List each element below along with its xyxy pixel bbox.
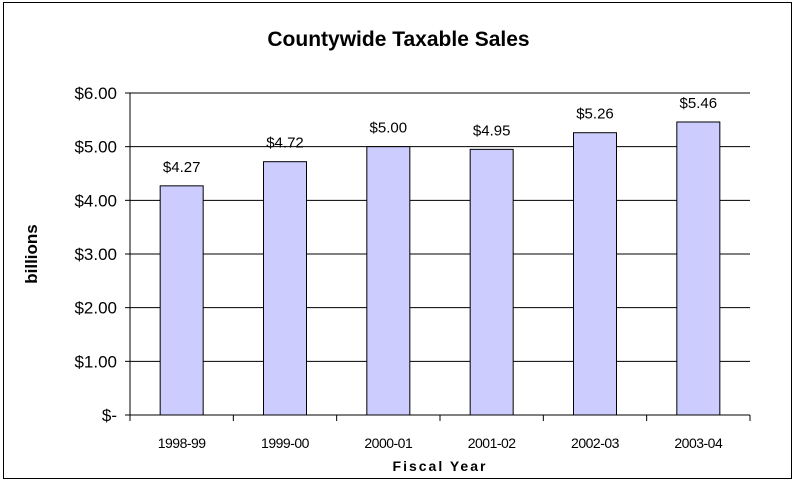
y-tick-label: $- (102, 406, 117, 425)
data-label: $4.27 (163, 159, 201, 176)
bar (573, 132, 617, 416)
data-label: $4.95 (473, 122, 511, 139)
x-tick-label: 1998-99 (158, 435, 207, 451)
y-tick-label: $5.00 (74, 138, 117, 157)
bar (366, 146, 411, 416)
x-tick-label: 2003-04 (674, 435, 723, 451)
y-tick-label: $1.00 (74, 352, 117, 371)
y-tick-label: $4.00 (74, 191, 117, 210)
bar (263, 161, 307, 416)
data-label: $5.00 (370, 120, 408, 137)
data-label: $4.72 (266, 135, 304, 152)
chart-title: Countywide Taxable Sales (267, 28, 530, 51)
data-label: $5.46 (680, 95, 718, 112)
x-tick-label: 2002-03 (571, 435, 620, 451)
x-axis-title: Fiscal Year (392, 458, 488, 474)
y-tick-label: $6.00 (74, 84, 117, 103)
y-tick-label: $2.00 (74, 299, 117, 318)
data-label: $5.26 (576, 106, 614, 123)
y-tick-label: $3.00 (74, 245, 117, 264)
x-tick-label: 2001-02 (468, 435, 517, 451)
bar (676, 121, 721, 416)
bar (469, 148, 514, 416)
bar (159, 185, 204, 416)
x-tick-label: 2000-01 (364, 435, 413, 451)
x-tick-label: 1999-00 (261, 435, 310, 451)
